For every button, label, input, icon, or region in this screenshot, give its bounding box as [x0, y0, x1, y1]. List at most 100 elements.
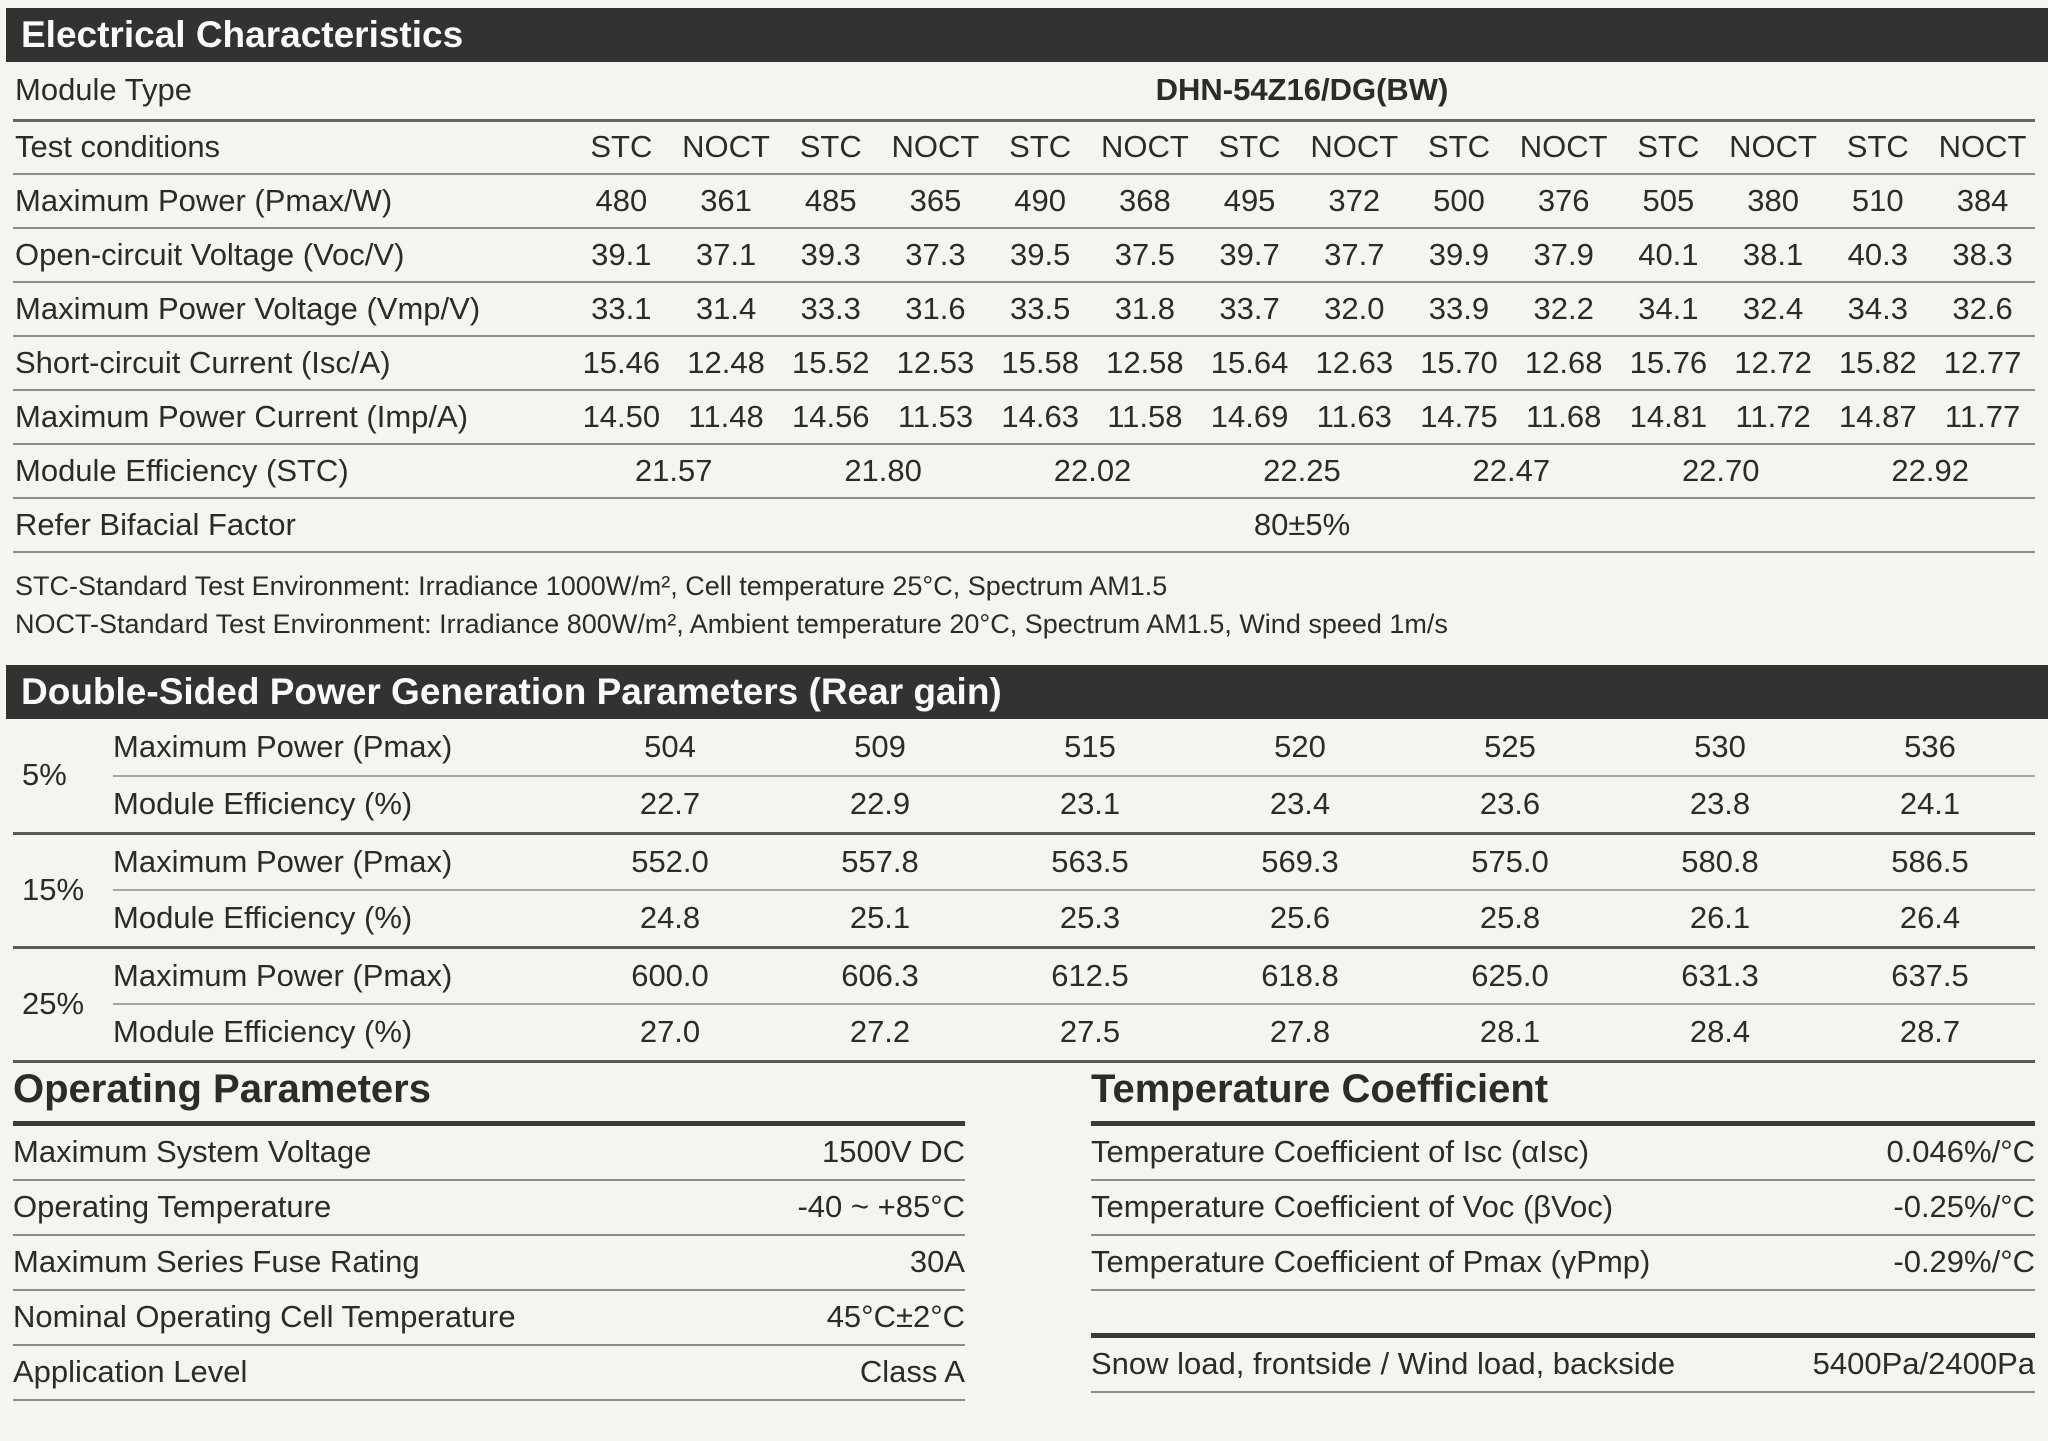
value-cell: 530 [1615, 719, 1825, 777]
row-label: Temperature Coefficient of Voc (βVoc) [1091, 1189, 1614, 1224]
test-condition-header-cell: NOCT [1100, 129, 1189, 165]
row-label: Refer Bifacial Factor [15, 507, 296, 542]
row-label: Maximum Power Current (Imp/A) [15, 399, 469, 434]
module-type-row: Module Type DHN-54Z16/DG(BW) [13, 62, 2035, 120]
value-cell: 28.1 [1405, 1004, 1615, 1063]
operating-row: Maximum Series Fuse Rating 30A [13, 1236, 965, 1291]
value-cell: 37.1 [695, 237, 757, 272]
value-cell: 618.8 [1195, 947, 1405, 1005]
module-type-label: Module Type [15, 72, 192, 108]
max-power-row: Maximum Power (Pmax/W) 480 361 485 365 490 36… [13, 174, 2035, 228]
value-cell: 631.3 [1615, 947, 1825, 1005]
row-label: Maximum Power (Pmax/W) [15, 183, 393, 218]
operating-row: Maximum System Voltage 1500V DC [13, 1126, 965, 1181]
test-condition-header-cell: STC [590, 129, 653, 165]
row-label: Maximum Power (Pmax) [113, 947, 565, 1005]
temperature-row: Temperature Coefficient of Isc (αIsc) 0.… [1091, 1126, 2035, 1181]
value-cell: 31.6 [905, 291, 966, 326]
test-condition-header-cell: STC [1218, 129, 1281, 165]
value-cell: 14.69 [1210, 399, 1289, 434]
value-cell: 34.3 [1847, 291, 1908, 326]
operating-row: Application Level Class A [13, 1346, 965, 1401]
row-value: Class A [859, 1354, 965, 1389]
value-cell: 12.53 [896, 345, 975, 380]
value-cell: 27.2 [775, 1004, 985, 1063]
value-cell: 31.4 [695, 291, 757, 326]
value-cell: 14.75 [1420, 399, 1498, 434]
value-cell: 15.76 [1629, 345, 1708, 380]
test-condition-header-cell: NOCT [682, 129, 770, 165]
short-circuit-current-row: Short-circuit Current (Isc/A) 15.46 12.48… [13, 336, 2035, 390]
test-condition-header-cell: STC [1427, 129, 1490, 165]
value-cell: 26.4 [1825, 890, 2035, 949]
row-label: Maximum Series Fuse Rating [13, 1244, 420, 1279]
operating-row: Nominal Operating Cell Temperature 45°C±… [13, 1291, 965, 1346]
value-cell: 500 [1433, 183, 1485, 218]
value-cell: 22.70 [1681, 453, 1760, 488]
load-rating-row: Snow load, frontside / Wind load, backsi… [1091, 1332, 2035, 1393]
value-cell: 14.63 [1001, 399, 1079, 434]
open-circuit-voltage-row: Open-circuit Voltage (Voc/V) 39.1 37.1 39.… [13, 228, 2035, 282]
value-cell: 33.5 [1009, 291, 1071, 326]
row-value: 5400Pa/2400Pa [1812, 1346, 2035, 1381]
value-cell: 25.6 [1195, 890, 1405, 949]
value-cell: 15.64 [1210, 345, 1289, 380]
test-conditions-label: Test conditions [15, 129, 221, 165]
row-label: Temperature Coefficient of Isc (αIsc) [1091, 1134, 1590, 1169]
value-cell: 33.9 [1428, 291, 1490, 326]
value-cell: 368 [1119, 183, 1171, 218]
value-cell: 39.9 [1428, 237, 1490, 272]
row-label: Module Efficiency (%) [113, 890, 565, 949]
value-cell: 32.6 [1952, 291, 2013, 326]
row-label: Maximum Power (Pmax) [113, 719, 565, 777]
value-cell: 625.0 [1405, 947, 1615, 1005]
value-cell: 504 [565, 719, 775, 777]
value-cell: 505 [1642, 183, 1695, 218]
module-type-value: DHN-54Z16/DG(BW) [1155, 72, 1449, 108]
section-header-rear-gain: Double-Sided Power Generation Parameters… [6, 665, 2048, 719]
value-cell: 40.1 [1638, 237, 1699, 272]
row-value: 0.046%/°C [1886, 1134, 2035, 1169]
gain-15-efficiency-row: Module Efficiency (%) 24.8 25.1 25.3 25.6 25… [13, 890, 2035, 949]
value-cell: 38.1 [1742, 237, 1804, 272]
gain-15-pmax-row: 15% Maximum Power (Pmax) 552.0 557.8 563.5… [13, 833, 2035, 949]
max-power-voltage-row: Maximum Power Voltage (Vmp/V) 33.1 31.4 33… [13, 282, 2035, 336]
value-cell: 37.7 [1324, 237, 1385, 272]
value-cell: 39.5 [1009, 237, 1071, 272]
value-cell: 536 [1825, 719, 2035, 777]
value-cell: 25.3 [985, 890, 1195, 949]
panel-title-temperature: Temperature Coefficient [1091, 1067, 2035, 1126]
value-cell: 37.3 [905, 237, 966, 272]
value-cell: 15.46 [582, 345, 661, 380]
value-cell: 600.0 [565, 947, 775, 1005]
value-cell: 490 [1014, 183, 1067, 218]
value-cell: 15.82 [1839, 345, 1917, 380]
value-cell: 12.48 [687, 345, 765, 380]
value-cell: 38.3 [1952, 237, 2013, 272]
value-cell: 12.58 [1106, 345, 1184, 380]
value-cell: 33.1 [591, 291, 652, 326]
row-value: -0.29%/°C [1893, 1244, 2035, 1279]
row-value: 1500V DC [821, 1134, 965, 1169]
value-cell: 12.68 [1524, 345, 1603, 380]
row-value: -0.25%/°C [1893, 1189, 2035, 1224]
value-cell: 32.2 [1533, 291, 1594, 326]
test-conditions-row: Test conditions STC NOCT STC NOCT STC NOCT STC… [13, 120, 2035, 174]
value-cell: 33.7 [1219, 291, 1280, 326]
gain-percent-label: 25% [13, 947, 113, 1063]
value-cell: 485 [804, 183, 857, 218]
bottom-panels: Operating Parameters Maximum System Volt… [13, 1067, 2035, 1401]
temperature-row: Temperature Coefficient of Voc (βVoc) -0… [1091, 1181, 2035, 1236]
value-cell: 14.56 [791, 399, 870, 434]
bifacial-factor-row: Refer Bifacial Factor 80±5% [13, 498, 2035, 552]
value-cell: 515 [985, 719, 1195, 777]
value-cell: 563.5 [985, 833, 1195, 891]
row-label: Maximum Power Voltage (Vmp/V) [15, 291, 481, 326]
value-cell: 22.47 [1472, 453, 1551, 488]
row-value: -40 ~ +85°C [797, 1189, 965, 1224]
value-cell: 365 [909, 183, 962, 218]
value-cell: 34.1 [1638, 291, 1699, 326]
value-cell: 15.58 [1001, 345, 1079, 380]
value-cell: 361 [700, 183, 752, 218]
panel-title-operating: Operating Parameters [13, 1067, 965, 1126]
